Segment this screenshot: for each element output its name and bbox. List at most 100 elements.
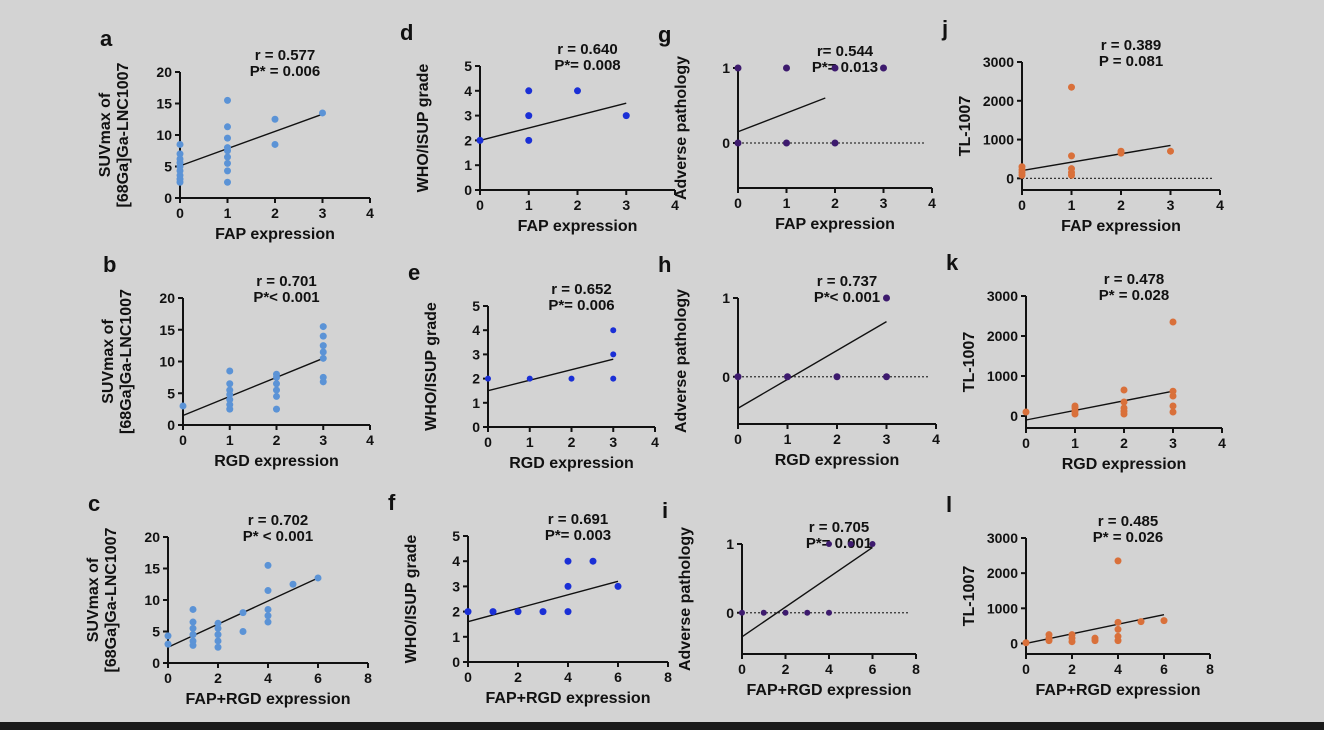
data-point-i [804, 609, 811, 616]
y-tick-label-l: 0 [1010, 635, 1018, 651]
x-tick-label-i: 4 [825, 661, 833, 677]
x-tick-label-a: 4 [366, 205, 374, 221]
panel-label-i: i [662, 498, 668, 523]
data-point-c [214, 631, 222, 639]
data-point-c [264, 618, 272, 626]
data-point-a [224, 178, 231, 186]
y-tick-label-f: 5 [452, 528, 460, 544]
x-axis-title-a: FAP expression [215, 226, 335, 243]
x-tick-label-a: 3 [319, 205, 327, 221]
x-tick-label-f: 4 [564, 669, 572, 685]
regression-line-f [467, 580, 619, 623]
data-point-c [289, 580, 297, 588]
y-axis-title-b: [68Ga]Ga-LNC1007 [118, 289, 135, 434]
r-value-h: r = 0.737 [817, 273, 877, 290]
data-point-b [319, 342, 327, 350]
data-point-f [489, 608, 497, 616]
y-tick-label-b: 5 [167, 385, 175, 401]
x-axis-title-h: RGD expression [775, 452, 899, 469]
r-value-k: r = 0.478 [1104, 271, 1164, 288]
data-point-k [1169, 318, 1177, 326]
y-axis-title-b: SUVmax of [100, 319, 117, 404]
data-point-j [1018, 163, 1026, 171]
data-point-b [226, 386, 234, 394]
x-tick-label-c: 2 [214, 670, 222, 686]
bottom-bar [0, 722, 1324, 730]
data-point-a [224, 123, 231, 131]
data-point-f [464, 608, 472, 616]
data-point-e [485, 375, 491, 382]
x-tick-label-g: 2 [831, 195, 839, 211]
data-point-a [176, 155, 184, 163]
r-value-g: r= 0.544 [817, 43, 874, 60]
data-point-i [826, 541, 832, 547]
data-point-b [226, 401, 234, 409]
p-value-f: P*= 0.003 [545, 527, 611, 544]
y-tick-label-e: 0 [472, 419, 480, 435]
data-point-e [568, 375, 575, 382]
regression-line-h [737, 321, 887, 409]
data-point-e [526, 375, 533, 382]
panel-label-c: c [88, 491, 100, 516]
x-tick-label-k: 2 [1120, 435, 1128, 451]
panel-label-j: j [941, 16, 948, 41]
x-tick-label-j: 3 [1167, 197, 1175, 213]
data-point-e [610, 375, 617, 382]
r-value-i: r = 0.705 [809, 519, 869, 536]
x-tick-label-b: 0 [179, 432, 187, 448]
data-point-b [226, 380, 234, 388]
y-axis-title-i: Adverse pathology [677, 527, 694, 671]
x-tick-label-k: 3 [1169, 435, 1177, 451]
x-tick-label-l: 6 [1160, 661, 1168, 677]
data-point-a [271, 115, 279, 123]
data-point-c [239, 628, 247, 635]
x-tick-label-k: 1 [1071, 435, 1079, 451]
y-axis-title-g: Adverse pathology [673, 56, 690, 200]
data-point-l [1160, 617, 1168, 625]
x-tick-label-c: 4 [264, 670, 272, 686]
data-point-b [319, 323, 327, 331]
data-point-e [610, 351, 617, 358]
x-axis-title-k: RGD expression [1062, 456, 1186, 473]
r-value-f: r = 0.691 [548, 511, 608, 528]
x-axis-title-i: FAP+RGD expression [747, 682, 912, 699]
x-tick-label-d: 2 [574, 197, 582, 213]
x-tick-label-a: 2 [271, 205, 279, 221]
data-point-d [525, 136, 533, 144]
x-tick-label-l: 8 [1206, 661, 1214, 677]
data-point-a [224, 96, 231, 104]
y-tick-label-k: 3000 [987, 288, 1018, 304]
data-point-l [1022, 639, 1030, 647]
panel-label-b: b [103, 252, 116, 277]
data-point-k [1169, 387, 1177, 395]
data-point-a [224, 144, 231, 152]
data-point-c [189, 637, 197, 645]
x-tick-label-f: 8 [664, 669, 672, 685]
data-point-g [783, 64, 790, 72]
y-tick-label-f: 1 [452, 629, 460, 645]
y-tick-label-h: 1 [722, 290, 730, 306]
p-value-c: P* < 0.001 [243, 528, 313, 545]
x-axis-title-c: FAP+RGD expression [186, 691, 351, 708]
p-value-d: P*= 0.008 [554, 57, 620, 74]
x-tick-label-j: 0 [1018, 197, 1026, 213]
data-point-c [264, 561, 272, 569]
data-point-i [847, 541, 854, 547]
y-axis-title-c: [68Ga]Ga-LNC1007 [103, 527, 120, 672]
data-point-c [239, 609, 247, 617]
x-tick-label-i: 6 [869, 661, 877, 677]
y-tick-label-k: 1000 [987, 368, 1018, 384]
y-tick-label-h: 0 [722, 369, 730, 385]
x-tick-label-k: 4 [1218, 435, 1226, 451]
y-tick-label-e: 5 [472, 298, 480, 314]
p-value-k: P* = 0.028 [1099, 287, 1169, 304]
data-point-b [179, 402, 187, 410]
p-value-i: P*= 0.001 [806, 535, 872, 552]
y-tick-label-d: 1 [464, 157, 472, 173]
panel-label-k: k [946, 250, 959, 275]
data-point-d [525, 112, 533, 120]
data-point-j [1167, 147, 1174, 155]
